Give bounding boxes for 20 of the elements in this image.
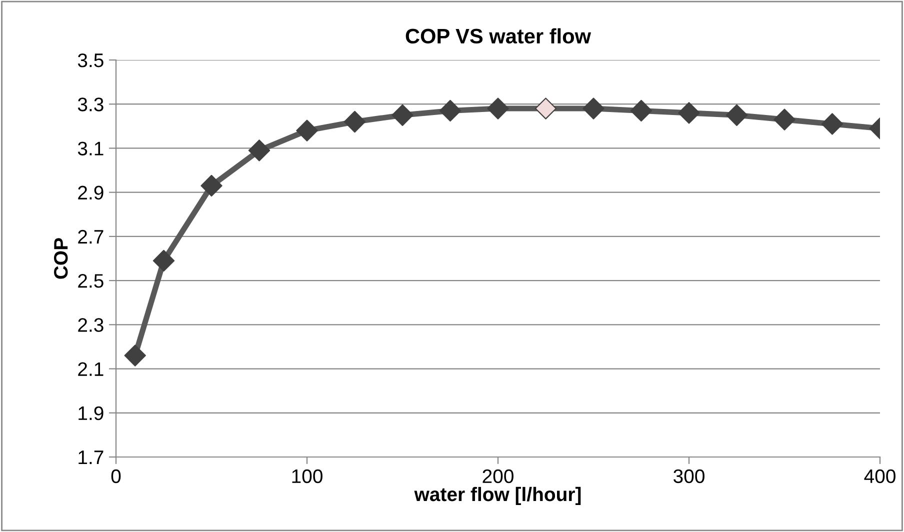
x-tick-label: 0: [111, 469, 121, 484]
point: [534, 98, 557, 120]
y-tick-label: 1.7: [78, 450, 104, 464]
y-tick-label: 2.5: [78, 274, 104, 288]
y-tick-label: 3.5: [78, 53, 104, 68]
y-tick-label: 2.1: [78, 362, 104, 376]
y-tick-label: 2.7: [78, 230, 104, 244]
x-tick-label: 300: [674, 469, 704, 484]
y-tick-label: 1.9: [78, 406, 104, 420]
x-tick-label: 200: [482, 469, 514, 484]
chart-title: COP VS water flow: [406, 28, 592, 44]
y-tick-label: 2.3: [78, 318, 104, 332]
point: [200, 174, 222, 197]
x-tick-label: 400: [864, 469, 896, 484]
x-tick-label: 100: [292, 469, 322, 484]
y-tick-label: 3.1: [78, 142, 104, 156]
x-axis-title: water flow [l/hour]: [414, 486, 581, 506]
y-axis-title: COP: [54, 238, 68, 279]
y-tick-label: 2.9: [78, 186, 104, 200]
y-tick-label: 3.3: [78, 98, 104, 112]
